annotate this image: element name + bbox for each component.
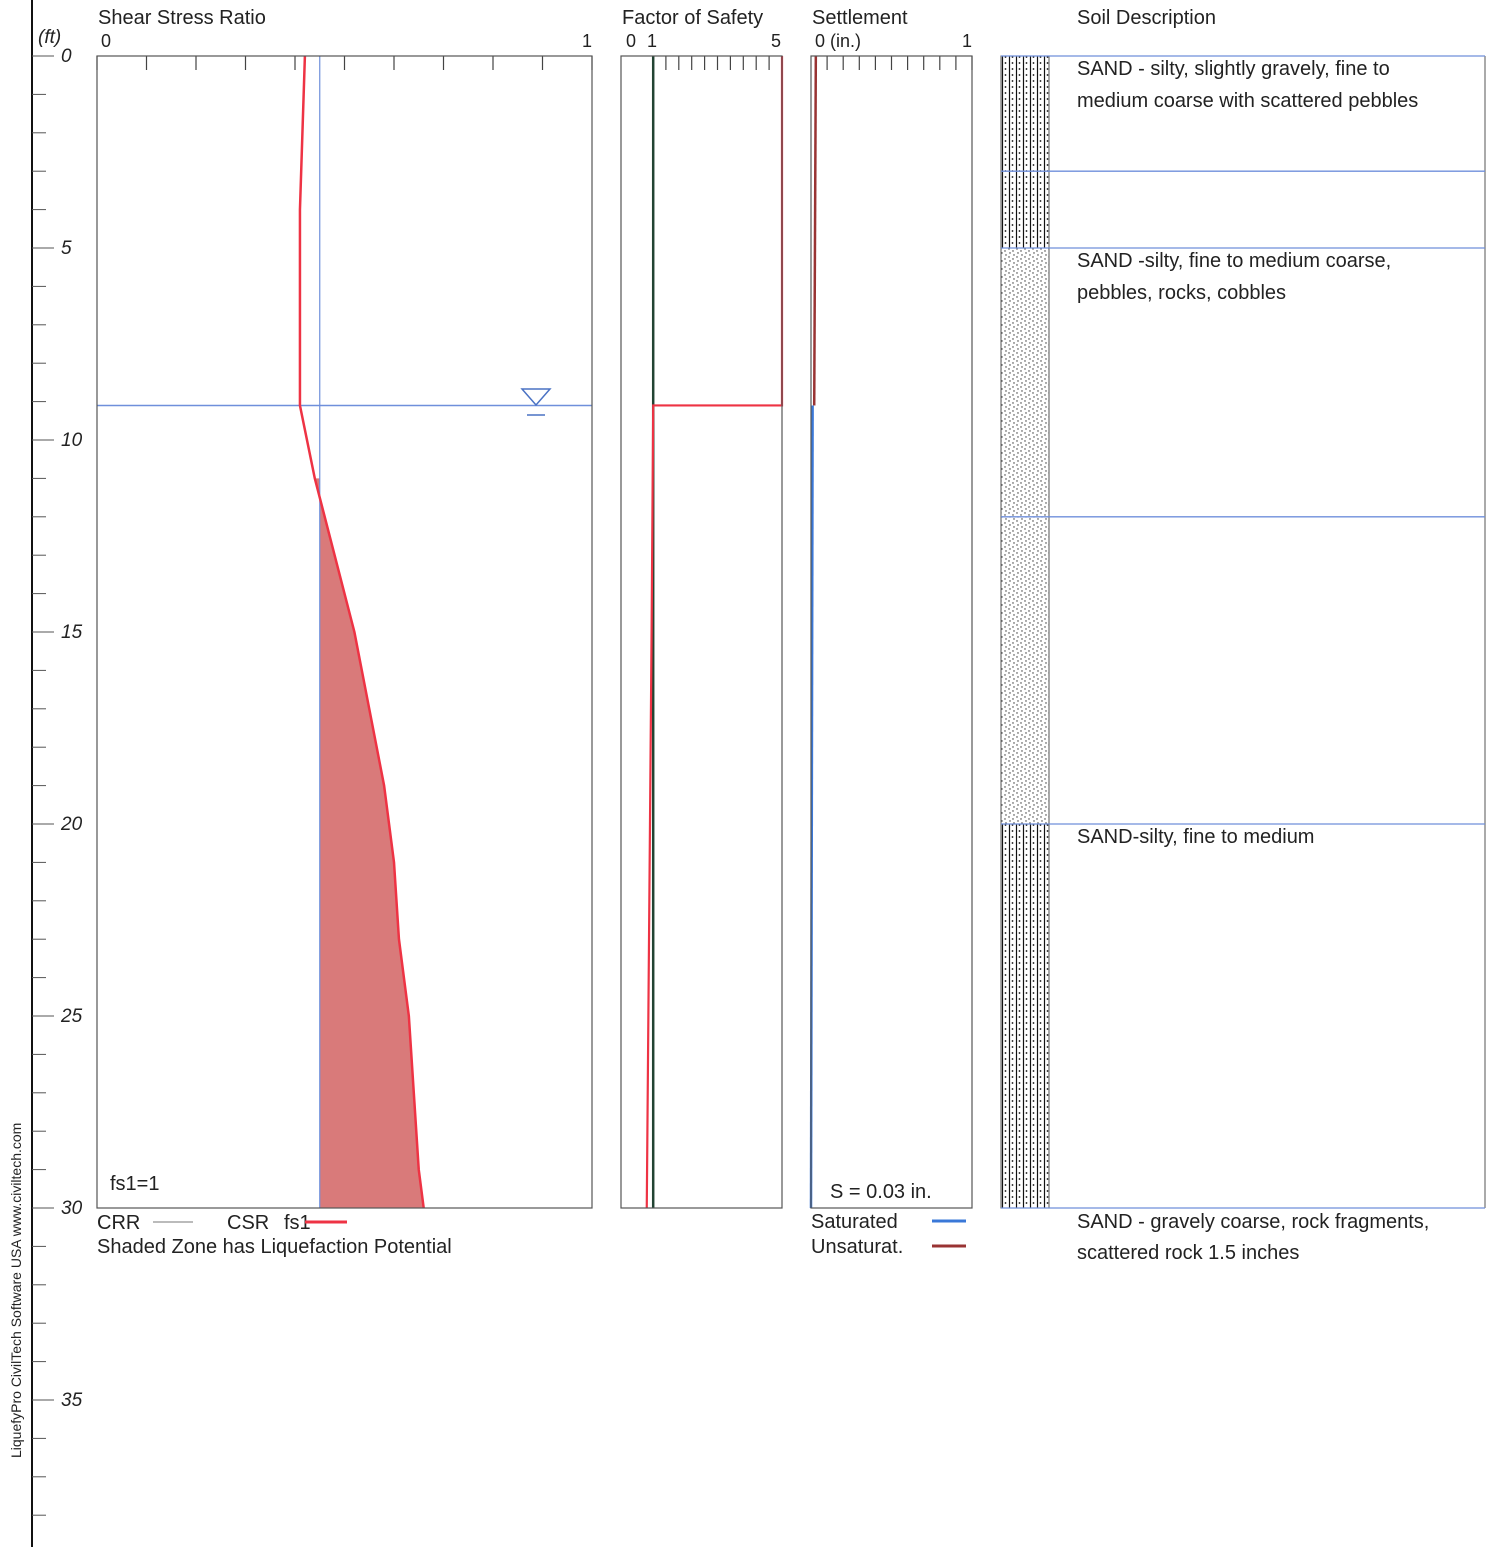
soil-layer-boundaries xyxy=(1001,55,1485,1209)
legend-fs1-label: fs1 xyxy=(284,1212,311,1234)
depth-ticks xyxy=(32,55,54,1516)
soil-layer-4-line-1: SAND - gravely coarse, rock fragments, xyxy=(1077,1211,1429,1233)
soil-layer-4-line-2: scattered rock 1.5 inches xyxy=(1077,1242,1299,1264)
soil-layer-2-line-2: pebbles, rocks, cobbles xyxy=(1077,282,1286,304)
csr-fs1-line xyxy=(298,55,425,1209)
water-table-symbol xyxy=(520,388,552,416)
settlement-panel: Settlement 0 (in.) 1 S = 0.03 in. Satura… xyxy=(809,7,973,1258)
ssr-x-tick-label-0: 0 xyxy=(101,31,111,51)
depth-tick-label-20: 20 xyxy=(60,814,83,835)
soil-description-title: Soil Description xyxy=(1077,7,1216,29)
fs-x-tick-label-5: 5 xyxy=(771,31,781,51)
factor-of-safety-title: Factor of Safety xyxy=(622,7,763,29)
ssr-x-ticks xyxy=(96,56,593,70)
settlement-title: Settlement xyxy=(812,7,908,29)
fs-x-tick-label-0: 0 xyxy=(626,31,636,51)
settlement-x-tick-label-0: 0 (in.) xyxy=(815,31,861,51)
depth-tick-label-35: 35 xyxy=(61,1390,83,1411)
fs-plot-frame xyxy=(620,55,783,1209)
fs-x-ticks xyxy=(665,56,783,70)
soil-layer-3-line-1: SAND-silty, fine to medium xyxy=(1077,826,1314,848)
settlement-plot-frame xyxy=(810,55,973,1209)
depth-tick-label-25: 25 xyxy=(60,1006,83,1027)
soil-layer-1-line-1: SAND - silty, slightly gravely, fine to xyxy=(1077,58,1390,80)
soil-pattern-dotted-vertical xyxy=(1001,56,1049,248)
soil-layer-1-line-2: medium coarse with scattered pebbles xyxy=(1077,90,1418,112)
settlement-x-ticks xyxy=(826,56,973,70)
ssr-plot-frame xyxy=(96,55,593,1209)
depth-tick-label-5: 5 xyxy=(61,238,72,259)
shear-stress-ratio-title: Shear Stress Ratio xyxy=(98,7,266,29)
ssr-fs1-annotation: fs1=1 xyxy=(110,1173,159,1195)
legend-saturated-label: Saturated xyxy=(811,1211,898,1233)
soil-pattern-stipple xyxy=(1001,248,1049,824)
depth-tick-label-0: 0 xyxy=(61,46,72,67)
ssr-x-tick-label-1: 1 xyxy=(582,31,592,51)
settlement-x-tick-label-1: 1 xyxy=(962,31,972,51)
liquefaction-shaded-zone xyxy=(314,478,424,1208)
depth-tick-label-10: 10 xyxy=(61,430,83,451)
unsaturated-settlement-line xyxy=(812,55,818,406)
soil-pattern-column xyxy=(1001,56,1049,1208)
shear-stress-ratio-panel: Shear Stress Ratio 0 1 fs1=1 CRR CSR fs1… xyxy=(96,7,593,1258)
legend-crr-label: CRR xyxy=(97,1212,140,1234)
depth-axis: (ft) 0 5 10 15 20 25 30 35 xyxy=(31,0,83,1547)
soil-pattern-dotted-vertical xyxy=(1001,824,1049,1208)
factor-of-safety-panel: Factor of Safety 0 1 5 xyxy=(620,7,784,1209)
soil-layer-2-line-1: SAND -silty, fine to medium coarse, xyxy=(1077,250,1391,272)
fs-x-tick-label-1: 1 xyxy=(647,31,657,51)
legend-csr-label: CSR xyxy=(227,1212,269,1234)
legend-unsaturated-label: Unsaturat. xyxy=(811,1236,903,1258)
total-settlement-annotation: S = 0.03 in. xyxy=(830,1181,932,1203)
fs1-curve xyxy=(645,56,784,1209)
software-credit-text: LiquefyPro CivilTech Software USA www.ci… xyxy=(8,1123,24,1458)
soil-description-panel: Soil Description SAND - silty, slightly … xyxy=(1000,7,1486,1264)
depth-tick-label-30: 30 xyxy=(61,1198,83,1219)
liquefaction-note: Shaded Zone has Liquefaction Potential xyxy=(97,1236,452,1258)
depth-unit-label: (ft) xyxy=(38,27,61,48)
depth-tick-label-15: 15 xyxy=(61,622,83,643)
